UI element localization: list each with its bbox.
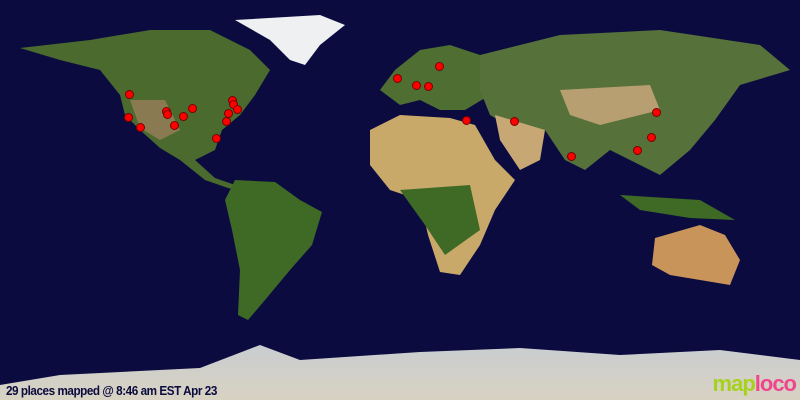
visitor-marker	[212, 134, 221, 143]
visitor-marker	[188, 104, 197, 113]
visitor-marker	[125, 90, 134, 99]
visitor-marker	[462, 116, 471, 125]
visitor-marker	[233, 105, 242, 114]
visitor-marker	[124, 113, 133, 122]
places-mapped-caption: 29 places mapped @ 8:46 am EST Apr 23	[6, 383, 217, 398]
visitor-marker	[170, 121, 179, 130]
visitor-marker	[393, 74, 402, 83]
australia	[652, 225, 740, 285]
visitor-marker	[163, 110, 172, 119]
greenland	[235, 15, 345, 65]
visitor-marker	[567, 152, 576, 161]
visitor-marker	[633, 146, 642, 155]
visitor-marker	[652, 108, 661, 117]
visitor-marker	[647, 133, 656, 142]
antarctica	[0, 345, 800, 400]
maploco-logo[interactable]: maploco	[712, 371, 797, 397]
visitor-marker	[510, 117, 519, 126]
logo-map-text: map	[712, 371, 756, 396]
logo-loco-text: loco	[754, 371, 797, 396]
visitor-marker	[222, 117, 231, 126]
visitor-marker	[424, 82, 433, 91]
south-america	[225, 180, 322, 320]
visitor-marker	[179, 112, 188, 121]
visitor-marker	[136, 123, 145, 132]
visitor-marker	[435, 62, 444, 71]
visitor-marker	[412, 81, 421, 90]
indonesia	[620, 195, 735, 220]
europe	[380, 45, 500, 110]
